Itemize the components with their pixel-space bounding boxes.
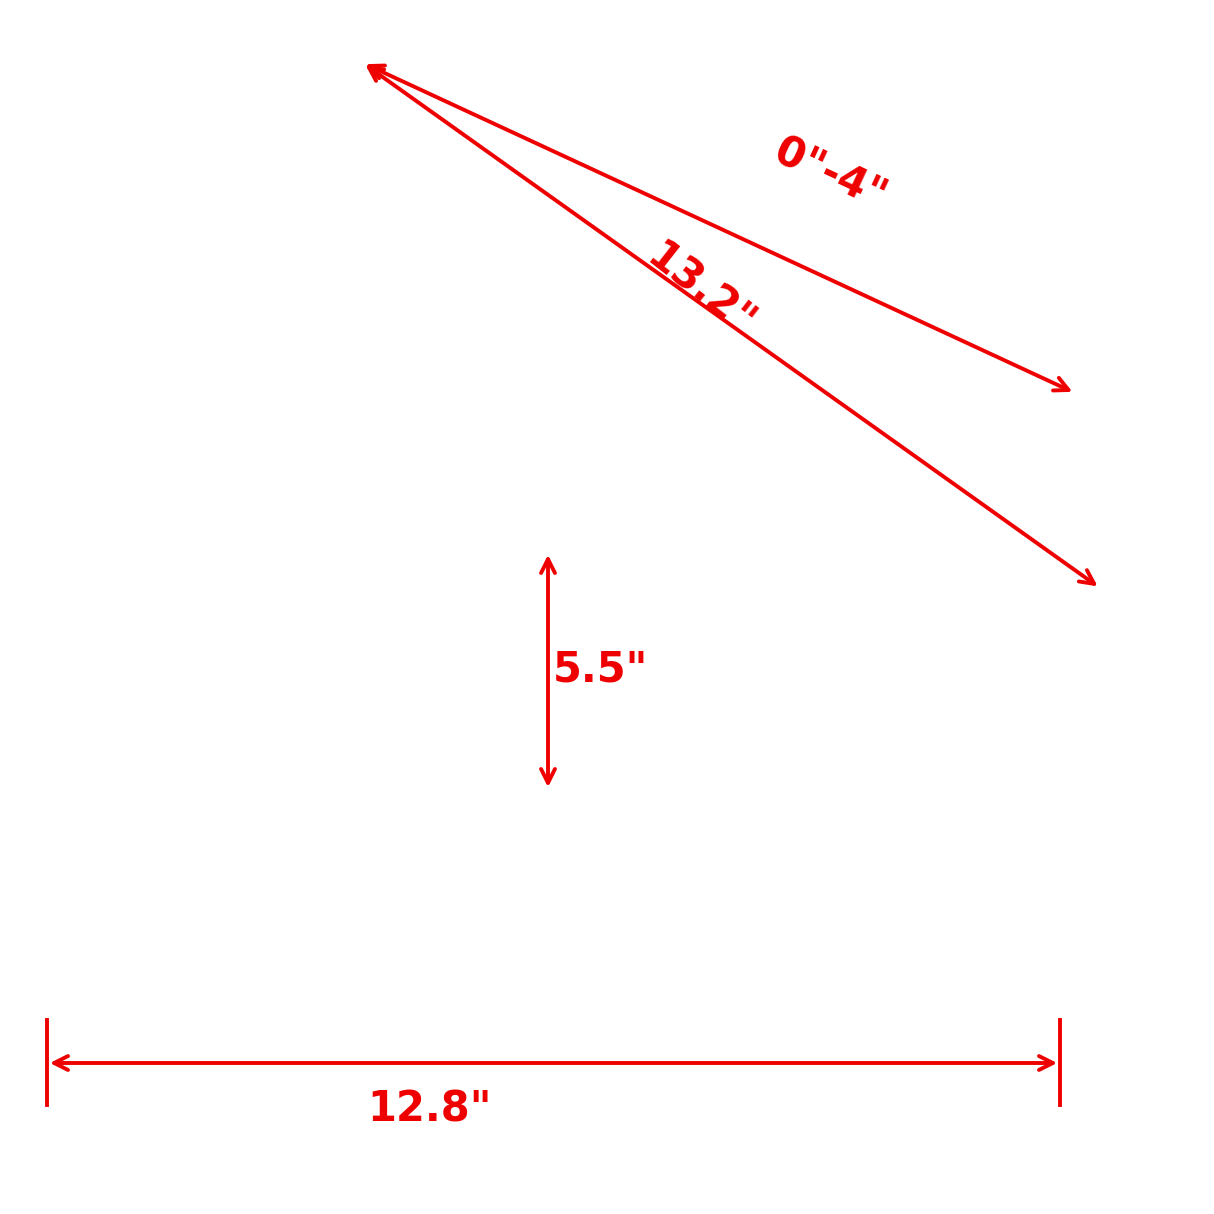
Text: 12.8": 12.8": [368, 1089, 492, 1131]
Text: 13.2": 13.2": [639, 236, 762, 345]
Text: 0"-4": 0"-4": [767, 131, 892, 219]
Text: 5.5": 5.5": [552, 649, 648, 691]
